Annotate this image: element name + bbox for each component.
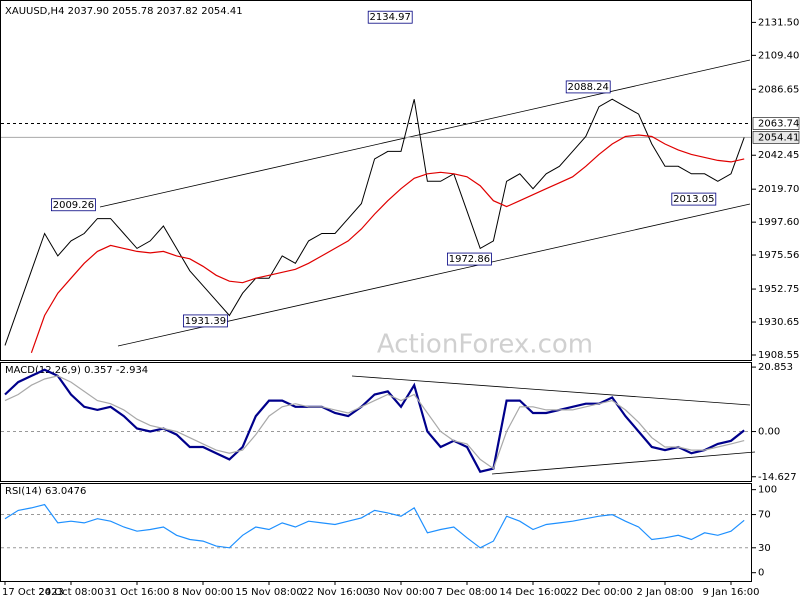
y-tick-label: 20.853 xyxy=(758,362,793,373)
y-tick-label: -14.627 xyxy=(758,472,797,483)
x-tick-label: 14 Dec 16:00 xyxy=(499,587,566,598)
annotation-box xyxy=(367,10,413,24)
series-line xyxy=(4,368,745,473)
annotation-label: 1972.86 xyxy=(449,254,490,265)
y-tick-label: 2019.70 xyxy=(758,184,799,195)
annotation-box xyxy=(565,80,611,94)
y-tick-label: 2086.65 xyxy=(758,84,799,95)
x-tick-label: 2 Jan 08:00 xyxy=(637,587,694,598)
series-line xyxy=(4,98,745,346)
x-tick-label: 8 Nov 00:00 xyxy=(172,587,233,598)
channel-line xyxy=(99,59,751,208)
annotation-label: 1931.39 xyxy=(185,316,226,327)
y-tick-label: 2109.40 xyxy=(758,50,799,61)
level-label-box xyxy=(752,131,800,144)
trend-line xyxy=(491,451,756,475)
macd-panel xyxy=(0,362,752,482)
annotation-box xyxy=(182,314,228,328)
y-tick-label: 1908.55 xyxy=(758,350,799,361)
x-tick-label: 24 Oct 08:00 xyxy=(38,587,103,598)
x-tick-label: 31 Oct 16:00 xyxy=(104,587,169,598)
price-panel xyxy=(0,0,752,361)
level-label: 2054.41 xyxy=(758,132,799,143)
series-line xyxy=(30,134,745,354)
rsi-title: RSI(14) 63.0476 xyxy=(5,486,86,497)
annotation-box xyxy=(671,192,717,206)
level-label-box xyxy=(752,117,800,130)
annotation-label: 2134.97 xyxy=(370,12,411,23)
annotation-label: 2088.24 xyxy=(568,82,609,93)
x-tick-label: 9 Jan 16:00 xyxy=(703,587,760,598)
y-tick-label: 1975.56 xyxy=(758,250,799,261)
x-tick-label: 22 Dec 00:00 xyxy=(565,587,632,598)
watermark: ActionForex.com xyxy=(377,330,593,360)
macd-title: MACD(12,26,9) 0.357 -2.934 xyxy=(5,365,148,376)
chart-title: XAUUSD,H4 2037.90 2055.78 2037.82 2054.4… xyxy=(5,6,243,17)
level-label: 2063.74 xyxy=(758,118,799,129)
y-tick-label: 0 xyxy=(758,568,764,579)
y-tick-label: 30 xyxy=(758,543,771,554)
y-tick-label: 2131.50 xyxy=(758,17,799,28)
annotation-box xyxy=(446,252,492,266)
y-tick-label: 100 xyxy=(758,485,777,496)
series-line xyxy=(4,375,745,470)
annotation-box xyxy=(51,198,96,212)
y-tick-label: 2042.45 xyxy=(758,150,799,161)
y-tick-label: 1930.65 xyxy=(758,317,799,328)
y-tick-label: 70 xyxy=(758,510,771,521)
series-line xyxy=(4,503,745,549)
rsi-panel xyxy=(0,483,752,582)
y-tick-label: 0.00 xyxy=(758,427,780,438)
x-tick-label: 17 Oct 2023 xyxy=(2,587,64,598)
x-tick-label: 30 Nov 00:00 xyxy=(367,587,434,598)
y-tick-label: 1997.60 xyxy=(758,217,799,228)
x-tick-label: 22 Nov 16:00 xyxy=(301,587,368,598)
trend-line xyxy=(351,375,751,406)
x-tick-label: 7 Dec 08:00 xyxy=(437,587,498,598)
y-tick-label: 1952.75 xyxy=(758,284,799,295)
x-tick-label: 15 Nov 08:00 xyxy=(235,587,302,598)
annotation-label: 2013.05 xyxy=(673,194,714,205)
annotation-label: 2009.26 xyxy=(53,200,94,211)
